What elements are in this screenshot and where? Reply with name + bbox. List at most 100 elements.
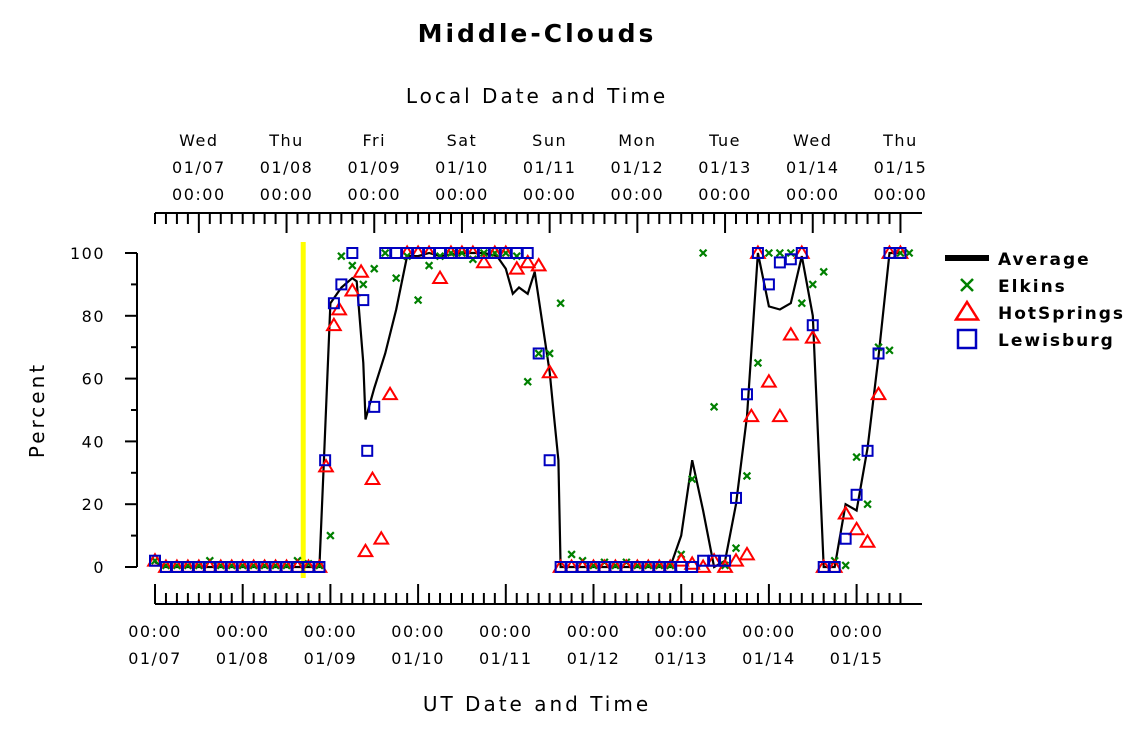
series-lewisburg-point [872,347,885,360]
y-tick-label: 100 [70,244,105,263]
bottom-tick-time: 00:00 [654,622,708,641]
bottom-tick-time: 00:00 [479,622,533,641]
top-tick-time: 00:00 [874,185,928,204]
bottom-tick-date: 01/14 [742,649,796,668]
series-hotsprings-point [782,326,800,341]
series-hotsprings-point [869,385,888,401]
series-elkins-point [545,349,554,358]
series-hotsprings-point [325,316,343,332]
legend-elkins-label: Elkins [998,277,1067,297]
chart-title: Middle-Clouds [418,19,657,48]
series-hotsprings-point [541,363,559,379]
series-average-line [154,251,901,569]
top-tick-time: 00:00 [172,185,226,204]
series-lewisburg-point [751,247,764,259]
series-elkins-point [863,500,872,509]
bottom-tick-date: 01/15 [830,649,884,668]
series-elkins-point [359,280,368,289]
bottom-tick-time: 00:00 [216,622,270,641]
top-tick-date: 01/15 [874,158,928,177]
top-tick-weekday: Tue [708,131,741,150]
bottom-tick-time: 00:00 [391,622,445,641]
legend-average-label: Average [998,250,1091,270]
series-lewisburg-point [327,297,340,310]
legend-hotsprings-swatch [953,299,981,321]
bottom-tick-date: 01/11 [479,649,533,668]
series-elkins-point [348,261,357,270]
series-elkins-point [764,248,774,258]
series-lewisburg-point [839,532,852,545]
top-tick-time: 00:00 [435,185,489,204]
y-tick-label: 0 [93,558,105,577]
series-elkins-point [687,474,697,484]
series-elkins-point [786,248,796,258]
series-lewisburg-point [313,561,326,573]
top-tick-date: 01/14 [786,158,840,177]
series-lewisburg-point [719,554,732,567]
series-lewisburg-point [740,388,753,401]
series-lewisburg-point [368,400,381,413]
series-lewisburg-point [361,444,374,457]
legend-hotsprings-label: HotSprings [998,304,1125,324]
series-lewisburg-point [532,347,545,360]
series-hotsprings-point [858,533,877,548]
series-hotsprings-point [381,385,399,401]
series-elkins-point [326,531,335,540]
series-lewisburg-point [686,561,699,573]
series-hotsprings-point [683,555,701,570]
series-elkins-point [370,264,379,273]
series-hotsprings-point [475,253,493,269]
series-hotsprings-point [352,263,370,278]
series-lewisburg-point [357,294,370,307]
top-tick-weekday: Wed [793,131,832,150]
series-elkins-point [523,377,532,386]
top-tick-time: 00:00 [786,185,840,204]
series-hotsprings-point [519,253,537,269]
top-tick-weekday: Sat [447,131,478,150]
top-axis-title: Local Date and Time [406,84,668,108]
series-lewisburg-point [806,319,819,332]
series-lewisburg-point [543,454,556,467]
series-hotsprings-point [804,329,822,344]
top-tick-date: 01/12 [611,158,665,177]
y-tick-label: 20 [82,495,105,514]
bottom-tick-date: 01/12 [567,649,621,668]
legend-elkins-swatch [960,278,974,292]
series-hotsprings-point [431,269,449,284]
series-elkins-point [885,346,894,355]
series-elkins-point [424,261,434,270]
top-tick-date: 01/07 [172,158,226,177]
series-hotsprings-point [356,542,375,558]
bottom-tick-date: 01/07 [128,649,182,668]
top-tick-weekday: Mon [618,131,656,150]
series-elkins-point [797,299,806,308]
series-lewisburg-point [149,554,161,567]
series-lewisburg-point [828,561,841,573]
series-elkins-point [742,471,752,481]
legend-lewisburg-swatch [956,328,978,350]
top-tick-time: 00:00 [523,185,577,204]
series-lewisburg-point [390,247,403,259]
bottom-tick-date: 01/13 [654,649,708,668]
series-elkins-point [905,248,914,258]
top-tick-time: 00:00 [260,185,314,204]
series-elkins-point [698,248,708,258]
series-elkins-point [534,349,543,358]
series-lewisburg-point [861,444,874,457]
series-elkins-point [808,280,817,289]
bottom-tick-time: 00:00 [742,622,796,641]
y-axis-title: Percent [25,362,49,458]
bottom-tick-time: 00:00 [567,622,621,641]
y-tick-label: 40 [82,432,105,451]
bottom-tick-date: 01/10 [391,649,445,668]
legend-lewisburg-label: Lewisburg [998,331,1115,351]
bottom-tick-date: 01/09 [304,649,358,668]
top-tick-time: 00:00 [347,185,401,204]
series-lewisburg-point [346,247,359,259]
series-lewisburg-point [675,561,688,573]
series-hotsprings-point [363,470,382,485]
top-tick-date: 01/09 [347,158,401,177]
series-lewisburg-point [850,488,863,501]
series-hotsprings-point [372,530,390,545]
series-hotsprings-point [742,407,760,423]
